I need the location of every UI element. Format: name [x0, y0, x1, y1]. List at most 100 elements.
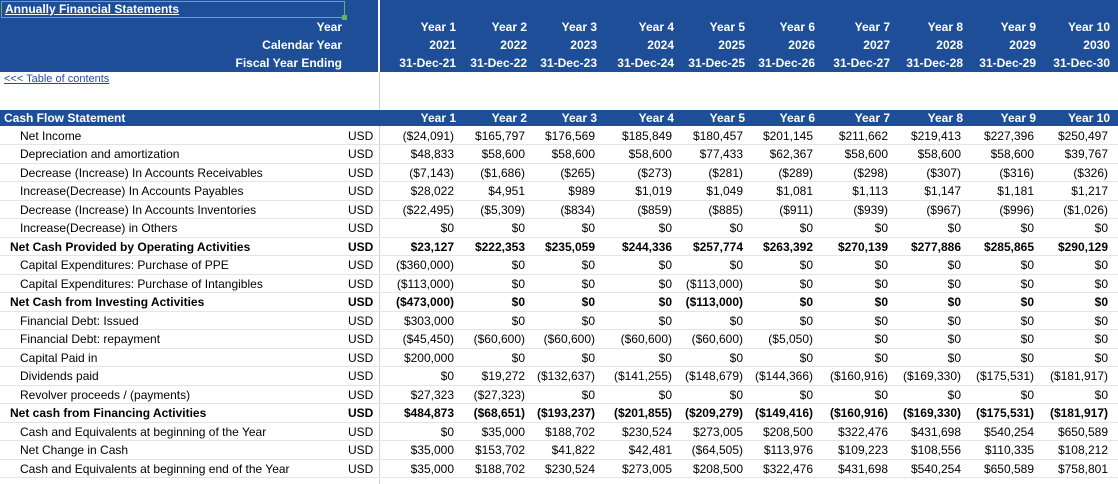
row-label[interactable]: Financial Debt: Issued: [20, 313, 139, 328]
row-value-cell[interactable]: $0: [1094, 221, 1108, 235]
row-value-cell[interactable]: $0: [729, 313, 743, 328]
row-value-cell[interactable]: $0: [874, 387, 888, 402]
row-value-cell[interactable]: $4,951: [488, 184, 525, 198]
row-value-cell[interactable]: ($169,330): [902, 406, 961, 420]
row-value-cell[interactable]: ($5,309): [480, 202, 525, 217]
row-value-cell[interactable]: $0: [729, 387, 743, 402]
row-value-cell[interactable]: $0: [947, 350, 961, 365]
row-value-cell[interactable]: ($193,237): [536, 406, 595, 420]
row-value-cell[interactable]: $35,000: [410, 443, 454, 457]
row-value-cell[interactable]: ($209,279): [684, 406, 743, 420]
row-value-cell[interactable]: $0: [729, 258, 743, 272]
row-value-cell[interactable]: $285,865: [983, 239, 1034, 254]
row-value-cell[interactable]: ($45,450): [402, 332, 454, 346]
header-calendar-years-cell[interactable]: 2022: [500, 38, 527, 52]
row-value-cell[interactable]: $165,797: [474, 128, 525, 143]
row-value-cell[interactable]: $540,254: [983, 424, 1034, 439]
header-years-cell[interactable]: Year 6: [779, 20, 815, 34]
row-value-cell[interactable]: $0: [511, 221, 525, 235]
row-value-cell[interactable]: $0: [1020, 350, 1034, 365]
header-calendar-years-cell[interactable]: 2029: [1009, 38, 1036, 52]
row-value-cell[interactable]: $1,181: [997, 184, 1034, 198]
row-value-cell[interactable]: $0: [511, 313, 525, 328]
row-value-cell[interactable]: ($939): [853, 202, 888, 217]
row-value-cell[interactable]: $431,698: [910, 424, 961, 439]
row-value-cell[interactable]: ($834): [560, 202, 595, 217]
row-value-cell[interactable]: $0: [511, 295, 525, 309]
row-value-cell[interactable]: $211,662: [838, 128, 888, 143]
row-value-cell[interactable]: $185,849: [621, 128, 672, 143]
row-value-cell[interactable]: ($160,916): [829, 406, 888, 420]
header-fiscal-year-ending-cell[interactable]: 31-Dec-24: [617, 56, 674, 70]
row-value-cell[interactable]: ($113,000): [685, 276, 743, 291]
row-value-cell[interactable]: $0: [874, 258, 888, 272]
row-value-cell[interactable]: $273,005: [621, 461, 672, 476]
row-value-cell[interactable]: ($60,600): [473, 332, 525, 346]
row-value-cell[interactable]: $650,589: [1057, 424, 1108, 439]
row-value-cell[interactable]: $28,022: [410, 184, 454, 198]
row-value-cell[interactable]: $188,702: [474, 461, 525, 476]
row-value-cell[interactable]: $77,433: [699, 147, 743, 161]
row-label[interactable]: Capital Expenditures: Purchase of Intang…: [20, 276, 263, 291]
header-fiscal-year-ending-cell[interactable]: 31-Dec-25: [688, 56, 745, 70]
row-currency[interactable]: USD: [348, 258, 374, 272]
row-currency[interactable]: USD: [348, 221, 374, 235]
row-value-cell[interactable]: $222,353: [474, 239, 525, 254]
row-value-cell[interactable]: $0: [1020, 313, 1034, 328]
row-value-cell[interactable]: ($169,330): [902, 369, 961, 383]
row-value-cell[interactable]: $0: [799, 295, 813, 309]
row-value-cell[interactable]: ($360,000): [395, 258, 454, 272]
row-value-cell[interactable]: $219,413: [910, 128, 961, 143]
row-currency[interactable]: USD: [348, 350, 374, 365]
header-fiscal-year-ending-cell[interactable]: 31-Dec-29: [979, 56, 1036, 70]
row-value-cell[interactable]: $1,049: [706, 184, 743, 198]
row-value-cell[interactable]: ($911): [779, 202, 813, 217]
row-value-cell[interactable]: ($281): [708, 165, 743, 180]
row-value-cell[interactable]: $0: [1094, 350, 1108, 365]
row-value-cell[interactable]: $0: [581, 295, 595, 309]
row-value-cell[interactable]: ($885): [708, 202, 743, 217]
row-currency[interactable]: USD: [348, 128, 374, 143]
row-value-cell[interactable]: $290,129: [1057, 239, 1108, 254]
row-value-cell[interactable]: ($60,600): [543, 332, 595, 346]
row-value-cell[interactable]: $0: [658, 387, 672, 402]
table-of-contents-link[interactable]: <<< Table of contents: [4, 73, 110, 85]
row-value-cell[interactable]: $0: [581, 221, 595, 235]
row-value-cell[interactable]: ($68,651): [473, 406, 525, 420]
row-value-cell[interactable]: $58,600: [551, 147, 595, 161]
row-value-cell[interactable]: ($996): [999, 202, 1034, 217]
header-calendar-years-cell[interactable]: 2025: [718, 38, 745, 52]
row-value-cell[interactable]: $1,019: [635, 184, 672, 198]
row-label[interactable]: Net cash from Financing Activities: [10, 406, 207, 420]
row-value-cell[interactable]: $263,392: [762, 239, 813, 254]
header-fiscal-year-ending-cell[interactable]: 31-Dec-28: [906, 56, 963, 70]
row-value-cell[interactable]: $0: [658, 313, 672, 328]
row-value-cell[interactable]: ($326): [1073, 165, 1108, 180]
row-value-cell[interactable]: ($27,323): [473, 387, 525, 402]
row-value-cell[interactable]: $0: [440, 369, 454, 383]
row-value-cell[interactable]: ($181,917): [1049, 369, 1108, 383]
header-years-cell[interactable]: Year 3: [561, 20, 597, 34]
row-currency[interactable]: USD: [348, 406, 374, 420]
row-value-cell[interactable]: ($141,255): [613, 369, 672, 383]
row-value-cell[interactable]: $277,886: [910, 239, 961, 254]
row-value-cell[interactable]: $0: [511, 258, 525, 272]
row-value-cell[interactable]: $303,000: [403, 313, 454, 328]
row-label[interactable]: Net Cash Provided by Operating Activitie…: [10, 239, 251, 254]
row-value-cell[interactable]: $0: [874, 221, 888, 235]
row-value-cell[interactable]: $58,600: [917, 147, 961, 161]
row-value-cell[interactable]: $0: [947, 387, 961, 402]
row-value-cell[interactable]: $235,059: [544, 239, 595, 254]
row-value-cell[interactable]: $0: [947, 221, 961, 235]
row-value-cell[interactable]: $0: [1020, 387, 1034, 402]
row-value-cell[interactable]: ($7,143): [409, 165, 454, 180]
row-label[interactable]: Revolver proceeds / (payments): [20, 387, 191, 402]
row-value-cell[interactable]: $58,600: [481, 147, 525, 161]
row-label[interactable]: Dividends paid: [20, 369, 99, 383]
row-value-cell[interactable]: $0: [1094, 258, 1108, 272]
row-value-cell[interactable]: $0: [440, 424, 454, 439]
row-value-cell[interactable]: ($60,600): [691, 332, 743, 346]
row-value-cell[interactable]: $322,476: [762, 461, 813, 476]
row-value-cell[interactable]: $48,833: [410, 147, 454, 161]
row-value-cell[interactable]: ($113,000): [685, 295, 743, 309]
